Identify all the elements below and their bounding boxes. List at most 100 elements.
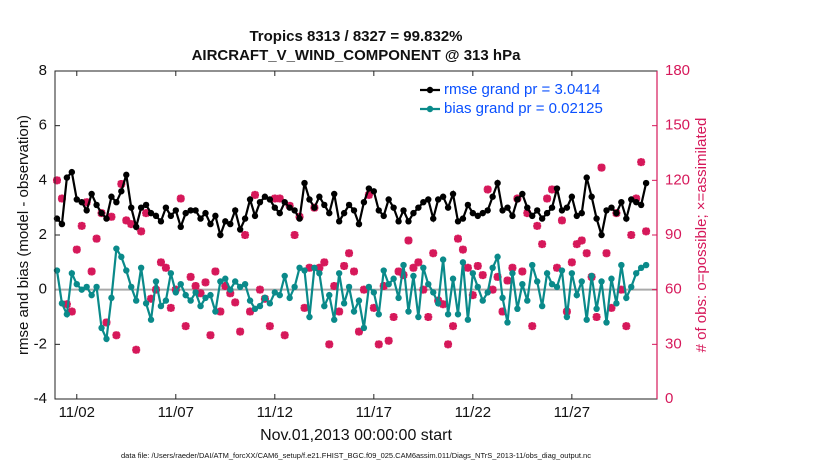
- series-marker: [296, 264, 303, 271]
- series-marker: [469, 270, 477, 277]
- series-marker: [573, 291, 580, 299]
- series-marker: [568, 270, 576, 277]
- series-marker: [63, 311, 71, 318]
- series-marker: [573, 212, 580, 220]
- obs-marker: [255, 285, 264, 294]
- obs-marker: [607, 303, 616, 312]
- series-marker: [142, 201, 150, 209]
- obs-marker: [404, 236, 413, 245]
- series-marker: [385, 196, 392, 203]
- obs-marker: [582, 249, 591, 258]
- series-marker: [261, 294, 269, 302]
- obs-marker: [117, 179, 126, 188]
- series-marker: [439, 256, 447, 263]
- obs-marker: [369, 303, 378, 312]
- series-marker: [558, 207, 566, 214]
- y-tick-label: 0: [39, 281, 47, 298]
- y-tick-label: 4: [39, 171, 47, 188]
- series-marker: [345, 283, 353, 291]
- series-marker: [311, 264, 318, 271]
- series-marker: [123, 267, 130, 274]
- series-marker: [494, 253, 501, 261]
- series-marker: [217, 231, 224, 239]
- y-axis-label: rmse and bias (model - observation): [15, 115, 32, 355]
- series-marker: [123, 171, 130, 179]
- series-marker: [355, 297, 363, 304]
- x-tick-label: 11/07: [158, 404, 194, 421]
- series-marker: [633, 270, 640, 277]
- obs-marker: [444, 340, 453, 349]
- obs-marker: [538, 240, 547, 249]
- y-tick-label: -4: [34, 390, 47, 407]
- series-marker: [464, 316, 472, 323]
- series-marker: [578, 209, 585, 217]
- series-marker: [73, 281, 80, 288]
- series-marker: [58, 220, 66, 228]
- legend-label: rmse grand pr = 3.0414: [444, 81, 600, 98]
- series-marker: [474, 212, 481, 220]
- obs-marker: [439, 300, 448, 309]
- obs-marker: [637, 158, 646, 167]
- series-marker: [326, 291, 333, 299]
- series-marker: [162, 204, 170, 211]
- x-tick-label: 11/22: [455, 404, 491, 421]
- obs-marker: [394, 267, 403, 276]
- series-marker: [321, 302, 328, 310]
- series-marker: [529, 261, 536, 269]
- series-marker: [538, 215, 546, 222]
- series-marker: [543, 270, 551, 277]
- series-marker: [385, 281, 392, 288]
- obs-marker: [458, 245, 467, 254]
- series-marker: [236, 283, 244, 291]
- obs-marker: [453, 234, 462, 243]
- obs-marker: [483, 185, 492, 194]
- series-marker: [444, 311, 452, 318]
- series-marker: [63, 174, 71, 181]
- series-marker: [108, 294, 115, 302]
- series-marker: [212, 308, 219, 315]
- series-marker: [182, 209, 189, 217]
- obs-marker: [191, 282, 200, 291]
- obs-marker: [72, 245, 81, 254]
- series-marker: [613, 300, 620, 307]
- obs-marker: [132, 345, 141, 354]
- obs-marker: [142, 209, 151, 218]
- series-marker: [529, 212, 536, 220]
- series-marker: [410, 272, 417, 280]
- series-marker: [93, 201, 100, 209]
- series-marker: [430, 215, 437, 222]
- obs-marker: [374, 340, 383, 349]
- series-marker: [454, 311, 462, 318]
- series-marker: [380, 212, 387, 220]
- series-marker: [360, 324, 368, 332]
- series-marker: [395, 294, 402, 302]
- series-marker: [182, 291, 189, 299]
- series-marker: [142, 300, 150, 307]
- series-marker: [291, 207, 298, 214]
- series-marker: [499, 294, 506, 302]
- y-tick-label: 2: [39, 226, 47, 243]
- chart-subtitle: AIRCRAFT_V_WIND_COMPONENT @ 313 hPa: [192, 47, 522, 64]
- series-marker: [400, 261, 407, 269]
- series-marker: [271, 204, 279, 211]
- obs-marker: [602, 249, 611, 258]
- obs-marker: [52, 176, 61, 185]
- series-marker: [533, 278, 541, 285]
- obs-marker: [642, 227, 651, 236]
- x-axis-label: Nov.01,2013 00:00:00 start: [260, 427, 452, 444]
- series-marker: [286, 294, 293, 302]
- series-marker: [350, 308, 358, 315]
- series-marker: [479, 209, 486, 217]
- series-marker: [331, 190, 338, 198]
- series-marker: [484, 207, 491, 214]
- series-marker: [296, 215, 303, 222]
- series-marker: [538, 302, 546, 310]
- series-marker: [568, 193, 576, 200]
- plot-frame: [54, 70, 658, 400]
- obs-marker: [345, 249, 354, 258]
- obs-marker: [216, 307, 225, 316]
- obs-marker: [270, 194, 279, 203]
- series-marker: [380, 267, 387, 274]
- obs-marker: [107, 212, 116, 221]
- series-marker: [98, 209, 105, 217]
